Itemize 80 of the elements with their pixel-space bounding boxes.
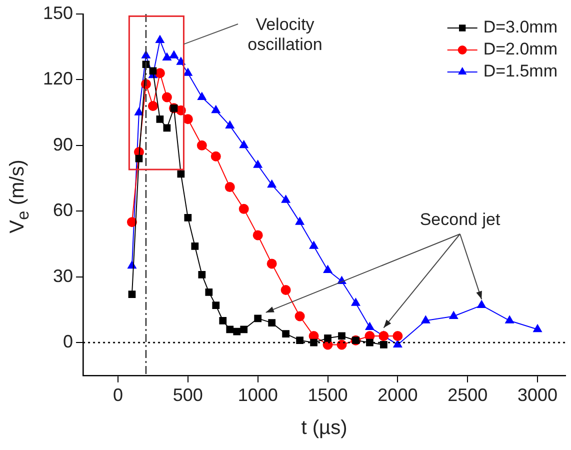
point: [366, 338, 374, 346]
point: [296, 336, 304, 344]
point: [365, 322, 374, 330]
y-tick-label: 150: [42, 2, 74, 23]
point: [219, 316, 227, 324]
point: [282, 330, 290, 338]
point: [170, 50, 178, 58]
y-tick-label: 30: [53, 266, 74, 286]
point: [210, 151, 221, 162]
x-tick-label: 1000: [238, 385, 278, 406]
annotation: Velocity oscillation: [246, 15, 324, 55]
point: [154, 68, 165, 78]
point: [380, 341, 388, 348]
point: [205, 288, 213, 296]
point: [211, 105, 220, 114]
point: [148, 100, 158, 111]
point: [336, 340, 347, 350]
point: [338, 332, 346, 340]
point: [310, 338, 318, 346]
point: [226, 326, 234, 334]
point: [149, 67, 157, 75]
point: [281, 195, 290, 203]
point: [240, 326, 248, 334]
point: [233, 328, 241, 336]
x-tick-label: 2000: [378, 385, 418, 406]
y-tick-label: 120: [42, 68, 74, 89]
x-tick-label: 0: [112, 385, 123, 406]
point: [177, 170, 185, 178]
legend-label: D=3.0mm: [483, 18, 558, 37]
point: [323, 265, 332, 274]
point: [392, 330, 403, 341]
x-tick-label: 3000: [518, 385, 558, 406]
point: [252, 230, 263, 240]
point: [239, 140, 248, 148]
point: [295, 217, 304, 225]
point: [267, 180, 276, 188]
point: [198, 270, 206, 278]
point: [393, 340, 402, 348]
point: [184, 68, 192, 76]
point: [309, 241, 318, 249]
point: [266, 258, 277, 269]
point: [253, 160, 262, 168]
point: [198, 92, 206, 100]
point: [212, 302, 220, 309]
point: [156, 115, 164, 123]
point: [191, 242, 199, 250]
x-tick-label: 2500: [448, 385, 488, 406]
annotation: Second jet: [418, 210, 502, 230]
point: [128, 290, 136, 298]
point: [156, 35, 164, 44]
point: [477, 300, 486, 308]
point: [225, 120, 234, 128]
point: [254, 314, 262, 322]
point: [280, 284, 291, 295]
point: [294, 311, 305, 322]
point: [351, 298, 360, 306]
point: [162, 52, 172, 61]
legend-label: D=1.5mm: [483, 62, 558, 81]
point: [163, 124, 171, 132]
point: [268, 319, 276, 327]
point: [126, 217, 137, 228]
point: [184, 214, 192, 222]
x-tick-label: 500: [172, 385, 203, 406]
x-axis-title: t (µs): [301, 417, 348, 440]
point: [449, 311, 458, 320]
point: [224, 182, 235, 192]
point: [238, 204, 249, 214]
legend-label: D=2.0mm: [483, 40, 558, 59]
point: [135, 154, 143, 162]
y-tick-label: 90: [53, 134, 74, 154]
point: [134, 108, 144, 116]
point: [162, 92, 172, 102]
point: [324, 334, 332, 342]
y-tick-label: 60: [53, 200, 74, 220]
point: [196, 140, 207, 150]
y-tick-label: 0: [63, 332, 74, 352]
point: [505, 316, 514, 324]
point: [421, 316, 430, 324]
x-tick-label: 1500: [308, 385, 348, 406]
point: [533, 324, 542, 332]
